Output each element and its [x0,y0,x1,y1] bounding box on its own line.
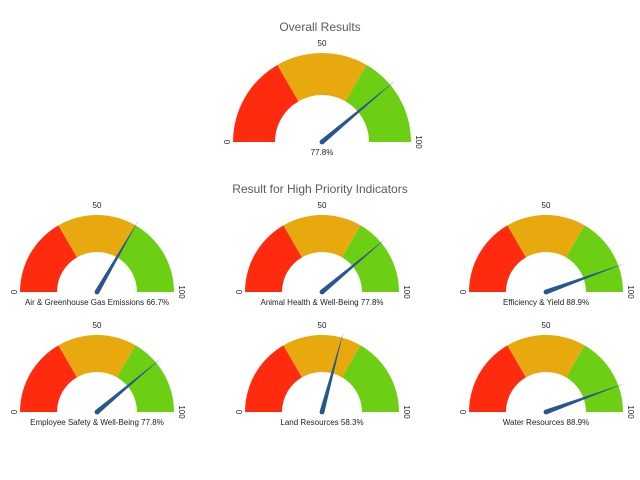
gauge-tick-label-max: 100 [626,285,635,299]
gauge-band-high [345,64,411,142]
gauge-band-low [245,345,302,412]
gauge-band-mid [283,215,361,258]
gauge-band-high [342,225,399,292]
gauge-tick-label-min: 0 [458,290,467,295]
gauge-value-label: Water Resources 88.9% [503,418,589,427]
gauge-7: 0 50 100 Water Resources 88.9% [458,321,635,427]
gauge-value-label: Animal Health & Well-Being 77.8% [260,298,383,307]
gauge-band-low [20,345,77,412]
gauge-needle-hub [319,409,325,415]
gauge-band-low [20,225,77,292]
gauge-needle [545,383,625,415]
gauge-band-low [245,225,302,292]
gauge-band-high [117,225,174,292]
gauge-band-high [566,345,623,412]
gauge-tick-label-max: 100 [402,285,411,299]
gauge-value-label: Employee Safety & Well-Being 77.8% [30,418,164,427]
gauge-3: 0 50 100 Animal Health & Well-Being 77.8% [234,201,411,307]
gauge-band-low [233,64,299,142]
gauge-tick-label-mid: 50 [318,201,327,210]
gauge-band-mid [283,335,361,378]
gauge-tick-label-max: 100 [402,405,411,419]
gauges-group: 0 50 100 77.8% 0 50 100 Air & Greenhouse Gas Em… [9,39,635,427]
gauge-needle [545,263,625,295]
gauge-tick-label-mid: 50 [93,321,102,330]
gauge-value-label: Air & Greenhouse Gas Emissions 66.7% [25,298,169,307]
gauge-band-mid [507,334,585,378]
gauge-tick-label-mid: 50 [318,321,327,330]
gauge-needle-hub [319,289,325,295]
gauge-value-label: 77.8% [311,148,334,157]
gauge-tick-label-mid: 50 [93,201,102,210]
gauge-tick-label-min: 0 [458,410,467,415]
gauge-tick-label-mid: 50 [318,39,327,48]
gauge-needle-hub [543,409,549,415]
gauge-band-high [117,345,174,412]
overall-results-title: Overall Results [279,20,360,34]
gauge-tick-label-min: 0 [9,410,18,415]
gauge-value-label: Land Resources 58.3% [280,418,363,427]
gauge-band-low [469,345,526,412]
gauge-band-mid [58,215,136,258]
gauge-2: 0 50 100 Air & Greenhouse Gas Emissions 66.… [9,201,186,307]
gauge-tick-label-min: 0 [234,410,243,415]
gauge-tick-label-min: 0 [234,290,243,295]
gauge-band-high [342,345,399,412]
gauge-1: 0 50 100 77.8% [222,39,423,157]
gauge-value-label: Efficiency & Yield 88.9% [503,298,589,307]
gauge-5: 0 50 100 Employee Safety & Well-Being 77.8% [9,321,186,427]
gauge-band-high [566,225,623,292]
gauge-tick-label-min: 0 [222,140,231,145]
gauge-needle-hub [94,409,100,415]
gauge-tick-label-max: 100 [626,405,635,419]
gauge-band-mid [277,53,367,102]
high-priority-indicators-title: Result for High Priority Indicators [232,182,407,196]
gauge-band-mid [58,334,136,378]
gauge-needle [94,220,139,294]
gauge-needle-hub [94,289,100,295]
gauge-needle [95,358,161,414]
gauge-4: 0 50 100 Efficiency & Yield 88.9% [458,201,635,307]
gauge-band-low [469,225,526,292]
gauge-6: 0 50 100 Land Resources 58.3% [234,321,411,427]
gauge-tick-label-max: 100 [177,405,186,419]
gauge-needle [320,238,386,294]
gauge-tick-label-mid: 50 [542,321,551,330]
gauge-needle-hub [543,289,549,295]
gauge-needle [320,80,396,144]
gauge-tick-label-max: 100 [177,285,186,299]
gauge-tick-label-mid: 50 [542,201,551,210]
gauge-needle [319,331,344,413]
gauge-band-mid [507,214,585,258]
gauge-tick-label-min: 0 [9,290,18,295]
gauge-needle-hub [319,139,325,145]
gauge-tick-label-max: 100 [414,135,423,149]
